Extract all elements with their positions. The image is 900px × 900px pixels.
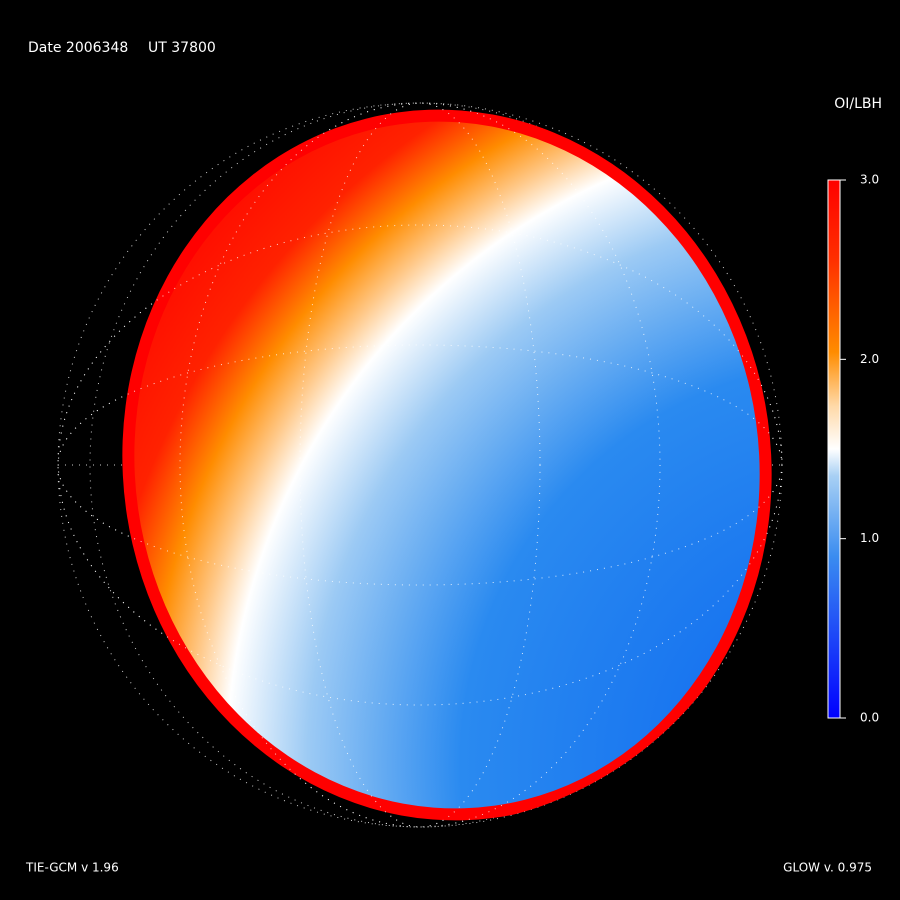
glow-label: GLOW v. 0.975 <box>783 861 872 875</box>
colorbar-title: OI/LBH <box>834 96 882 112</box>
colorbar-tick-label: 2.0 <box>860 352 879 366</box>
colorbar-tick-label: 1.0 <box>860 531 879 545</box>
colorbar <box>827 179 841 719</box>
ut-label: UT 37800 <box>148 40 216 56</box>
emission-region <box>58 103 782 827</box>
colorbar-tick-label: 0.0 <box>860 711 879 725</box>
date-label: Date 2006348 <box>28 40 128 56</box>
colorbar-tick-label: 3.0 <box>860 173 879 187</box>
model-label: TIE-GCM v 1.96 <box>25 861 119 875</box>
